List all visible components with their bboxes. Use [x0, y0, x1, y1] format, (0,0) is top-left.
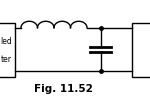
Text: led: led — [0, 37, 12, 46]
Bar — [0, 23, 15, 77]
Text: Fig. 11.52: Fig. 11.52 — [34, 84, 92, 94]
Bar — [132, 23, 150, 77]
Text: ter: ter — [0, 55, 11, 64]
